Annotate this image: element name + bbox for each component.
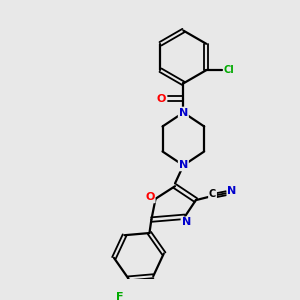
Text: N: N <box>182 218 191 227</box>
Text: N: N <box>227 186 237 196</box>
Text: O: O <box>145 192 155 202</box>
Text: N: N <box>179 108 188 118</box>
Text: N: N <box>179 160 188 170</box>
Text: C: C <box>209 189 216 199</box>
Text: F: F <box>116 292 124 300</box>
Text: Cl: Cl <box>224 65 235 75</box>
Text: O: O <box>156 94 166 104</box>
